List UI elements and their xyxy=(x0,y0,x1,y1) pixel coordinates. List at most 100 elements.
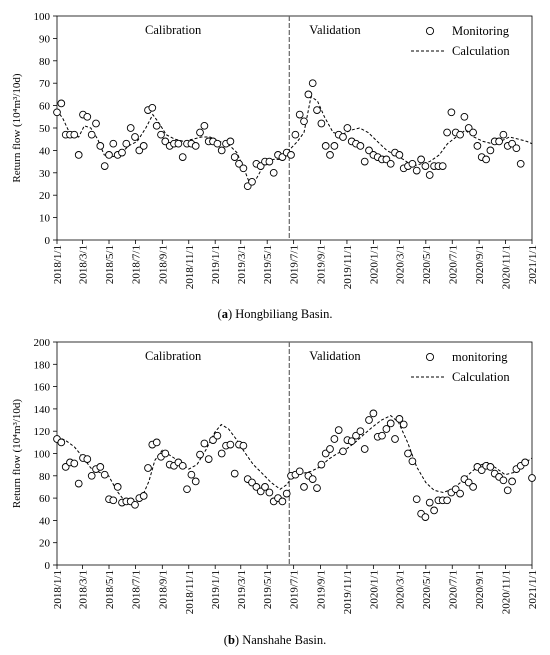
chart-a-point-monitoring xyxy=(330,142,339,150)
chart-b-point-monitoring xyxy=(330,435,339,443)
chart-b-y-tick-label: 100 xyxy=(34,449,51,461)
chart-b-validation-label: Validation xyxy=(309,349,361,363)
chart-a-y-tick-label: 100 xyxy=(34,11,51,23)
chart-b-legend-marker-monitoring xyxy=(425,352,435,362)
chart-b-point-monitoring xyxy=(399,420,408,429)
chart-a-y-tick-label: 10 xyxy=(39,213,51,225)
chart-a-point-monitoring xyxy=(321,142,330,150)
chart-b-point-monitoring xyxy=(213,431,222,440)
chart-b-point-monitoring xyxy=(239,441,248,450)
chart-b-x-tick-label: 2018/3/1 xyxy=(78,570,90,609)
chart-a-point-monitoring xyxy=(456,130,464,139)
chart-b-y-tick-label: 160 xyxy=(34,382,51,394)
chart-a-point-monitoring xyxy=(235,159,243,168)
chart-a-x-tick-label: 2018/9/1 xyxy=(157,245,169,284)
chart-a: 0 10 20 30 40 50 60 70 80 90 100 2018/1/1 2018/3/1 20… xyxy=(11,11,539,321)
chart-b-point-monitoring xyxy=(443,496,451,505)
chart-b-x-tick-label: 2019/5/1 xyxy=(262,570,274,609)
chart-b-point-monitoring xyxy=(131,500,139,509)
chart-a-point-monitoring xyxy=(265,157,274,166)
chart-a-point-monitoring xyxy=(96,142,105,150)
chart-b-point-monitoring xyxy=(139,492,148,500)
chart-a-point-monitoring xyxy=(356,142,365,150)
chart-b: 0 20 40 60 80 100 120 140 160 180 200 2018/1/1 2018/… xyxy=(11,337,539,647)
chart-a-y-tick-label: 60 xyxy=(39,101,51,113)
chart-b-point-monitoring xyxy=(70,459,79,468)
chart-a-point-monitoring xyxy=(421,162,430,170)
chart-a-caption: (a) Hongbiliang Basin. xyxy=(218,307,333,321)
chart-b-caption: (b) Nanshahe Basin. xyxy=(224,633,326,647)
chart-a-point-monitoring xyxy=(287,151,295,159)
chart-b-point-monitoring xyxy=(204,455,213,463)
chart-a-point-monitoring xyxy=(417,155,425,164)
chart-b-point-monitoring xyxy=(421,513,430,521)
chart-b-x-tick-label: 2019/11/1 xyxy=(342,570,354,614)
chart-a-calibration-label: Calibration xyxy=(145,23,202,37)
chart-a-point-monitoring xyxy=(70,130,79,139)
chart-a-x-tick-label: 2019/7/1 xyxy=(289,245,301,284)
chart-b-point-monitoring xyxy=(412,495,421,504)
chart-b-y-axis-title: Return flow (10⁴m³/10d) xyxy=(11,399,23,509)
chart-a-point-monitoring xyxy=(87,130,96,139)
chart-b-point-monitoring xyxy=(109,496,118,505)
chart-a-point-monitoring xyxy=(152,121,161,130)
chart-a-y-tick-label: 0 xyxy=(45,235,51,247)
chart-a-point-monitoring xyxy=(339,133,347,141)
chart-b-point-monitoring xyxy=(308,475,317,483)
chart-b-point-monitoring xyxy=(378,431,386,440)
chart-b-x-tick-label: 2020/1/1 xyxy=(368,570,380,609)
chart-a-point-monitoring xyxy=(304,90,313,99)
chart-b-y-tick-label: 40 xyxy=(39,515,51,527)
chart-b-point-monitoring xyxy=(87,471,96,480)
chart-b-point-monitoring xyxy=(499,476,508,485)
chart-b-x-tick-label: 2018/9/1 xyxy=(157,570,169,609)
chart-b-y-tick-label: 180 xyxy=(34,359,51,371)
chart-b-point-monitoring xyxy=(360,445,369,453)
chart-a-point-monitoring xyxy=(499,130,508,139)
chart-a-point-monitoring xyxy=(126,124,135,132)
chart-b-point-monitoring xyxy=(152,438,161,447)
chart-b-point-monitoring xyxy=(83,455,92,463)
chart-a-point-monitoring xyxy=(495,137,503,146)
chart-b-point-monitoring xyxy=(300,483,308,491)
chart-a-y-tick-label: 50 xyxy=(39,123,51,135)
chart-b-point-monitoring xyxy=(395,415,404,423)
chart-b-point-monitoring xyxy=(161,449,170,458)
chart-a-series-calculation xyxy=(56,95,533,185)
chart-b-point-monitoring xyxy=(425,498,434,507)
chart-a-point-monitoring xyxy=(295,110,304,119)
chart-b-point-monitoring xyxy=(528,474,536,482)
chart-a-point-monitoring xyxy=(131,133,139,141)
chart-a-point-monitoring xyxy=(74,151,83,159)
chart-a-x-tick-label: 2019/1/1 xyxy=(210,245,222,284)
chart-b-point-monitoring xyxy=(326,445,334,453)
chart-a-point-monitoring xyxy=(213,139,222,148)
chart-a-point-monitoring xyxy=(317,119,326,128)
chart-a-point-monitoring xyxy=(425,171,434,179)
chart-b-x-tick-label: 2020/3/1 xyxy=(394,570,406,609)
chart-b-y-tick-label: 140 xyxy=(34,404,51,416)
chart-a-point-monitoring xyxy=(516,159,525,168)
chart-b-point-monitoring xyxy=(313,484,321,492)
chart-b-point-monitoring xyxy=(391,435,399,443)
chart-a-x-tick-label: 2020/5/1 xyxy=(421,245,433,284)
chart-a-point-monitoring xyxy=(178,153,187,161)
chart-b-point-monitoring xyxy=(295,467,304,476)
chart-a-x-tick-label: 2020/9/1 xyxy=(474,245,486,284)
chart-a-point-monitoring xyxy=(230,153,239,161)
chart-a-point-monitoring xyxy=(53,108,61,117)
chart-b-point-monitoring xyxy=(113,483,122,491)
chart-b-x-tick-label: 2020/5/1 xyxy=(421,570,433,609)
chart-a-point-monitoring xyxy=(135,146,144,155)
chart-a-point-monitoring xyxy=(469,128,477,137)
chart-a-x-tick-label: 2021/1/1 xyxy=(527,245,539,284)
chart-b-point-monitoring xyxy=(226,440,235,449)
chart-b-x-tick-label: 2020/11/1 xyxy=(501,570,513,614)
chart-a-x-tick-label: 2018/5/1 xyxy=(104,245,116,284)
chart-b-y-tick-label: 0 xyxy=(45,560,51,572)
chart-a-x-tick-label: 2019/3/1 xyxy=(236,245,248,284)
chart-a-point-monitoring xyxy=(118,148,126,157)
chart-b-point-monitoring xyxy=(456,489,464,498)
chart-b-point-monitoring xyxy=(469,483,477,491)
